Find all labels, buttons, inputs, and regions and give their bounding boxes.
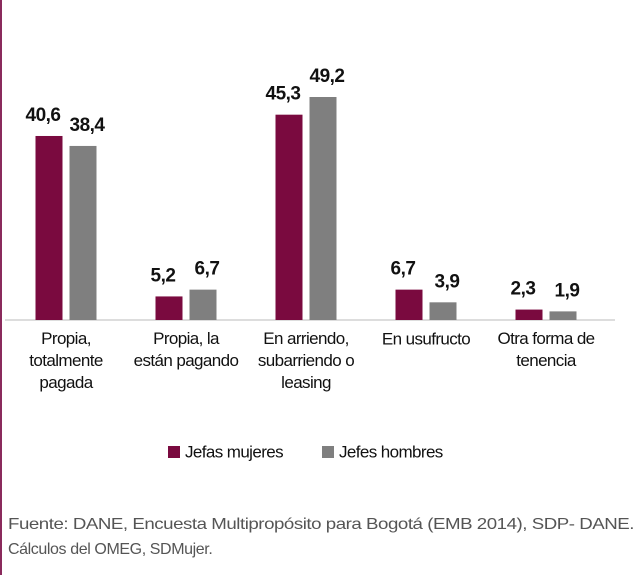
source-line: Fuente: DANE, Encuesta Multipropósito pa… bbox=[8, 516, 634, 533]
data-label: 2,3 bbox=[511, 279, 536, 300]
data-label: 6,7 bbox=[391, 259, 416, 280]
data-label: 40,6 bbox=[26, 105, 61, 126]
bar bbox=[189, 289, 217, 320]
data-label: 1,9 bbox=[555, 280, 580, 301]
bar bbox=[395, 289, 423, 320]
bar bbox=[275, 114, 303, 321]
data-label: 49,2 bbox=[310, 66, 345, 87]
x-tick-label: Otra forma de tenencia bbox=[497, 329, 594, 370]
data-label: 3,9 bbox=[435, 271, 460, 292]
data-label: 6,7 bbox=[195, 259, 220, 280]
legend-label: Jefas mujeres bbox=[185, 442, 283, 461]
bar bbox=[69, 145, 97, 320]
source-line: Cálculos del OMEG, SDMujer. bbox=[8, 541, 212, 558]
bar bbox=[515, 309, 543, 320]
bar bbox=[549, 311, 577, 320]
bar bbox=[309, 97, 337, 320]
legend-label: Jefes hombres bbox=[339, 442, 443, 461]
bar bbox=[35, 135, 63, 320]
x-tick-label: En arriendo, subarriendo o leasing bbox=[258, 329, 354, 392]
x-tick-label: En usufructo bbox=[382, 329, 470, 348]
legend-swatch bbox=[168, 446, 180, 458]
legend-swatch bbox=[322, 446, 334, 458]
data-label: 38,4 bbox=[70, 115, 106, 136]
bar bbox=[429, 302, 457, 320]
bar bbox=[155, 296, 183, 320]
x-tick-label: Propia, totalmente pagada bbox=[29, 329, 103, 392]
data-label: 5,2 bbox=[151, 265, 176, 286]
x-tick-label: Propia, la están pagando bbox=[134, 329, 239, 370]
data-label: 45,3 bbox=[266, 84, 301, 105]
